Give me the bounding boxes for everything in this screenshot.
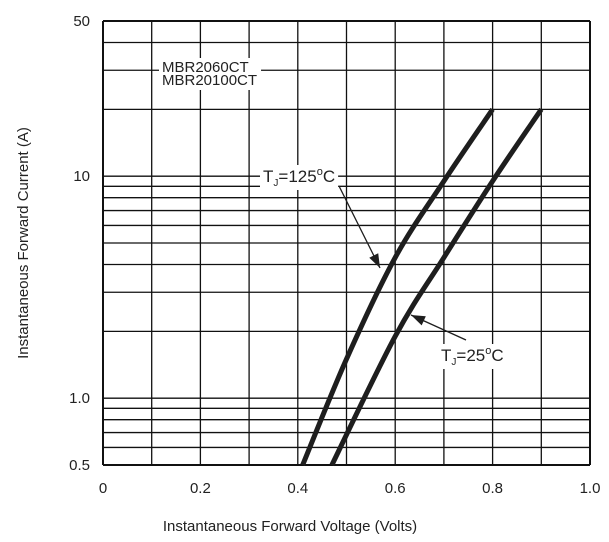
y-axis-title: Instantaneous Forward Current (A) [15,127,32,359]
arrowhead-25c [411,315,426,326]
x-tick-label: 0.2 [190,480,211,497]
part-number-1: MBR2060CT [162,59,249,76]
x-tick-labels: 0 0.2 0.4 0.6 0.8 1.0 [99,480,601,497]
arrowhead-125c [369,253,380,268]
x-tick-label: 0.8 [482,480,503,497]
x-axis-title: Instantaneous Forward Voltage (Volts) [163,518,417,535]
curve-tj-125c [300,107,495,466]
x-tick-label: 1.0 [580,480,601,497]
curves [300,107,544,467]
x-tick-label: 0.6 [385,480,406,497]
label-tj-125c: TJ=125oC [263,166,335,189]
label-tj-125c-background [260,165,339,190]
pointer-line-125c [338,185,381,269]
annotations: TJ=125oC TJ=25oC [260,165,507,369]
label-tj-25c: TJ=25oC [441,345,504,368]
y-tick-labels: 0.5 1.0 10 50 [69,13,90,474]
x-tick-label: 0 [99,480,107,497]
y-tick-label: 1.0 [69,390,90,407]
y-tick-label: 0.5 [69,457,90,474]
part-number-2: MBR20100CT [162,72,257,89]
curve-tj-25c [329,107,544,467]
x-tick-label: 0.4 [287,480,308,497]
y-tick-label: 10 [73,168,90,185]
label-tj-25c-background [438,344,507,369]
y-tick-label: 50 [73,13,90,30]
part-number-label: MBR2060CT MBR20100CT [159,58,262,90]
